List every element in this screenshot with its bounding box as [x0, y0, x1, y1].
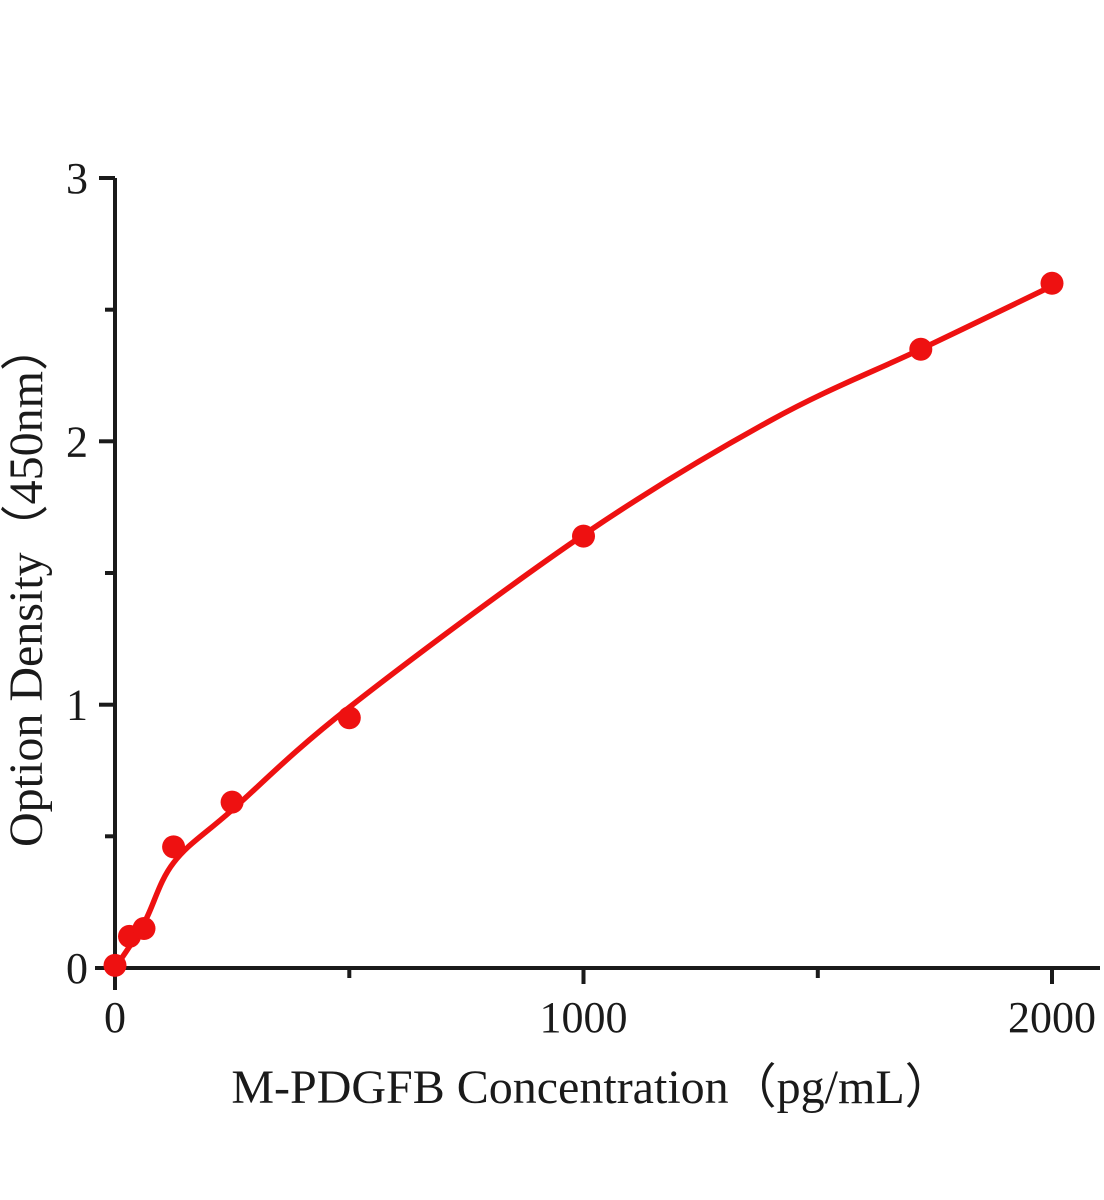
data-point	[909, 337, 933, 361]
y-tick-label: 2	[66, 417, 88, 466]
y-tick-label: 0	[66, 944, 88, 993]
x-tick-label: 2000	[1008, 993, 1096, 1042]
x-tick-label: 1000	[540, 993, 628, 1042]
data-point	[572, 524, 595, 548]
curve-and-points	[103, 271, 1064, 977]
y-axis-title: Option Density（450nm）	[0, 323, 53, 847]
data-point	[162, 835, 186, 859]
x-tick-label: 0	[104, 993, 126, 1042]
data-point	[337, 706, 361, 730]
data-point	[103, 953, 127, 977]
tick-labels: 0 1000 2000 0 1 2 3	[66, 154, 1096, 1042]
data-point	[132, 917, 156, 940]
axes	[95, 176, 1100, 990]
fitted-curve	[112, 283, 1055, 971]
data-point	[220, 790, 244, 814]
data-point	[1040, 271, 1064, 295]
x-axis-title: M-PDGFB Concentration（pg/mL）	[231, 1061, 952, 1114]
y-tick-label: 1	[66, 681, 88, 730]
y-tick-label: 3	[66, 154, 88, 203]
